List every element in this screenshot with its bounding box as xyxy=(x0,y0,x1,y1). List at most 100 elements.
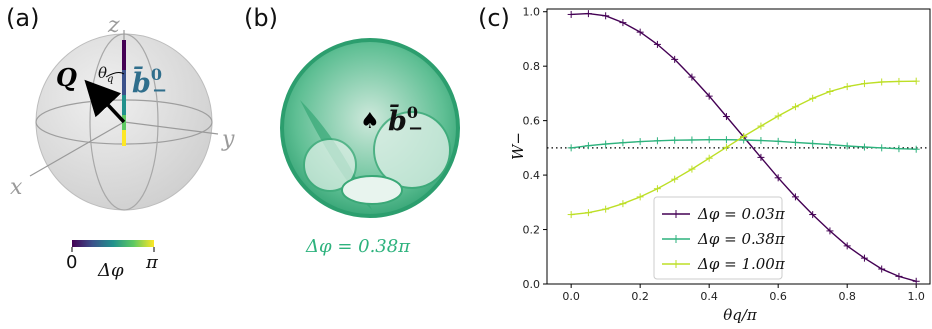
y-tick-label: 0.6 xyxy=(523,115,541,128)
series-0-point xyxy=(912,277,920,285)
legend-box xyxy=(653,196,783,280)
colorbar xyxy=(72,240,154,247)
series-2-point xyxy=(567,211,575,219)
z-axis-label: z xyxy=(107,13,120,38)
series-0-point xyxy=(722,113,730,121)
series-0-point xyxy=(774,174,782,182)
trajectory-loop-left xyxy=(303,138,357,192)
series-0-point xyxy=(878,265,886,273)
series-2-point xyxy=(843,83,851,91)
theta-arc xyxy=(105,72,125,78)
panel-c-label: (c) xyxy=(478,4,510,32)
y-axis-label: y xyxy=(221,127,235,152)
series-2-point xyxy=(826,88,834,95)
legend-label: Δφ = 0.38π xyxy=(697,230,786,248)
x-tick-label: 0.8 xyxy=(838,290,856,303)
plot-frame xyxy=(546,8,931,285)
trajectory-outer-ring xyxy=(280,38,460,218)
y-tick-label: 0.2 xyxy=(523,224,541,237)
theta-label: θq xyxy=(98,64,113,85)
series-0-point xyxy=(619,19,627,27)
series-1-point xyxy=(791,138,799,146)
series-1-point xyxy=(722,136,730,144)
series-1-point xyxy=(567,144,575,152)
series-0-point xyxy=(567,10,575,18)
series-1-point xyxy=(688,136,696,144)
x-tick-label: 1.0 xyxy=(907,290,925,303)
b-vector-label-b: b̄0− xyxy=(388,103,423,139)
series-2-point xyxy=(653,185,661,193)
series-2-point xyxy=(722,143,730,151)
y-tick-label: 0.0 xyxy=(523,278,541,291)
series-1-point xyxy=(774,137,782,145)
colorbar-min-label: 0 xyxy=(66,252,77,273)
series-1-point xyxy=(619,139,627,147)
trajectory-loop-right xyxy=(373,111,451,189)
series-1-point xyxy=(705,136,713,144)
series-1-point xyxy=(878,144,886,152)
series-0-point xyxy=(584,10,592,18)
series-0-point xyxy=(791,193,799,201)
colorbar-label: Δφ xyxy=(97,260,124,281)
series-0-point xyxy=(636,28,644,36)
series-2-point xyxy=(671,175,679,183)
series-1-point xyxy=(826,141,834,149)
x-axis xyxy=(29,121,125,177)
panel-a: (a) z y x Q θq b̄0− 0 π Δφ xyxy=(6,4,235,281)
series-2-point xyxy=(774,112,782,120)
panel-b: (b) ♠ b̄0− Δφ = 0.38π xyxy=(244,4,460,257)
b-vector-segment-2 xyxy=(122,70,126,95)
series-1-point xyxy=(912,145,920,153)
series-0-point xyxy=(895,272,903,280)
series-2-point xyxy=(602,205,610,213)
y-ticks: 0.0 0.2 0.4 0.6 0.8 1.0 xyxy=(523,6,547,291)
panel-b-label: (b) xyxy=(244,4,278,32)
b-vector-segment-3 xyxy=(122,95,126,115)
q-vector-arrow xyxy=(84,79,126,124)
series-2-point xyxy=(895,77,903,85)
series-2-point xyxy=(619,200,627,208)
x-tick-label: 0.2 xyxy=(631,290,649,303)
series-1-point xyxy=(671,136,679,144)
series-2-point xyxy=(584,209,592,217)
q-vector-label: Q xyxy=(56,63,77,92)
y-axis-title: W− xyxy=(509,132,527,160)
series-0-point xyxy=(705,92,713,100)
series-1-point xyxy=(584,142,592,150)
y-tick-label: 1.0 xyxy=(523,6,541,19)
series-1-point xyxy=(895,145,903,153)
series-1-point xyxy=(843,142,851,150)
b-vector-label: b̄0− xyxy=(132,65,167,101)
series-2-point xyxy=(809,94,817,102)
series-1-point xyxy=(809,140,817,148)
delta-phi-caption: Δφ = 0.38π xyxy=(305,236,411,257)
series-1-point xyxy=(602,140,610,148)
series-0-point xyxy=(653,40,661,48)
legend-item-1: Δφ = 0.38π xyxy=(662,230,786,248)
x-axis-title: θq/π xyxy=(723,306,758,324)
y-axis xyxy=(123,121,219,135)
series-2-point xyxy=(705,154,713,162)
series-0-point xyxy=(826,227,834,235)
legend-label: Δφ = 1.00π xyxy=(697,255,786,273)
series-2-point xyxy=(878,78,886,86)
panel-c: (c) 0.0 0.2 0.4 0.6 0.8 1.0 0.0 0.2 0.4 0.6 0.8 1.… xyxy=(478,4,931,324)
trajectory-loop-bottom xyxy=(341,175,403,205)
series-2-point xyxy=(791,103,799,111)
legend-item-0: Δφ = 0.03π xyxy=(662,205,786,223)
x-ticks: 0.0 0.2 0.4 0.6 0.8 1.0 xyxy=(562,284,925,303)
legend-label: Δφ = 0.03π xyxy=(697,205,786,223)
series-1-point xyxy=(757,137,765,145)
spade-marker: ♠ xyxy=(360,109,380,134)
legend-item-2: Δφ = 1.00π xyxy=(662,255,786,273)
series-0-point xyxy=(843,242,851,250)
series-2-point xyxy=(740,132,748,140)
x-axis-label: x xyxy=(10,175,23,200)
x-tick-label: 0.4 xyxy=(700,290,718,303)
legend: Δφ = 0.03π Δφ = 0.38π Δφ = 1.00π xyxy=(653,196,786,280)
series-0-point xyxy=(757,153,765,161)
y-tick-label: 0.8 xyxy=(523,60,541,73)
b-vector-segment-4 xyxy=(122,115,126,130)
b-vector-segment-1 xyxy=(122,40,126,70)
